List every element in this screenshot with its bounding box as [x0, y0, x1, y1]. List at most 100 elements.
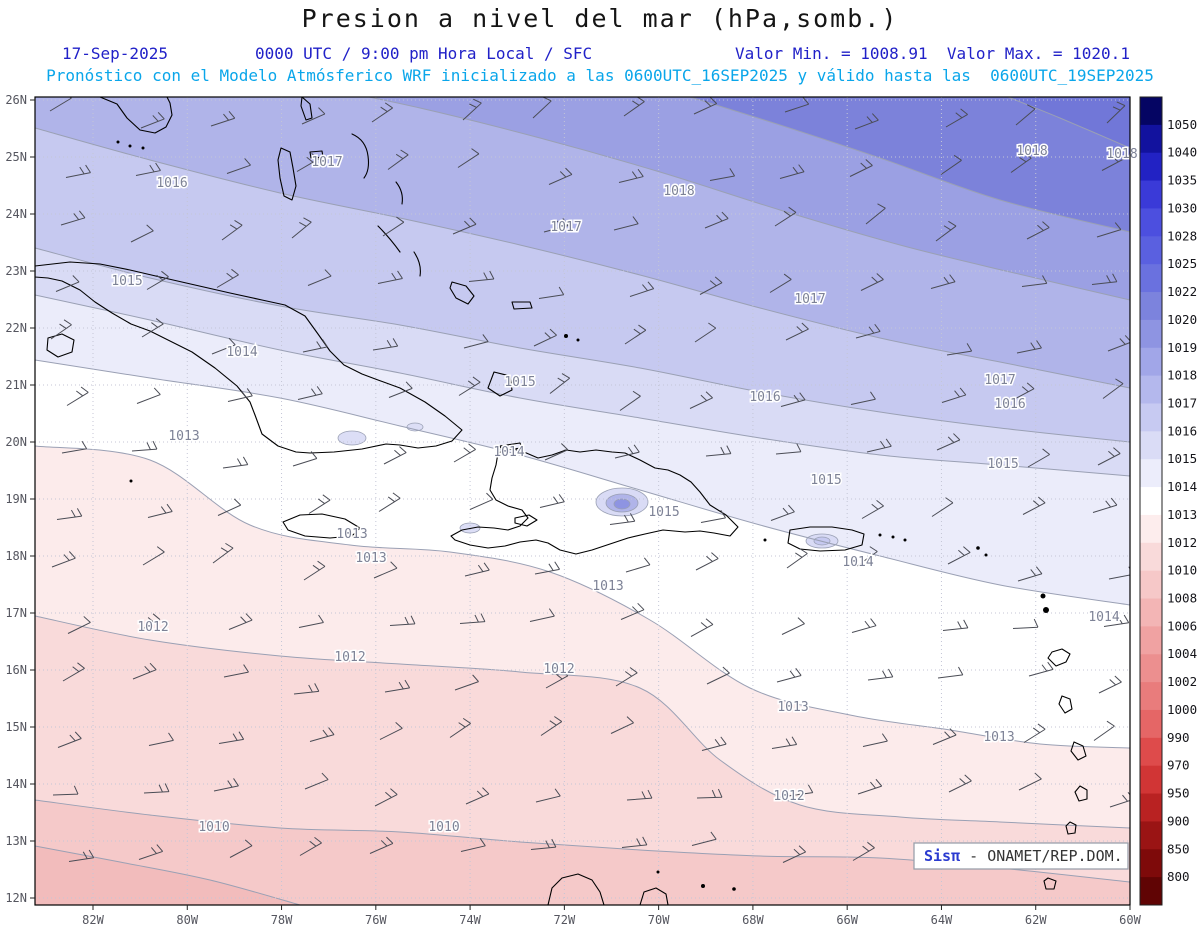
coastline-guadeloupe	[1047, 648, 1071, 667]
wind-barb	[619, 390, 641, 411]
colorbar-label: 1016	[1167, 423, 1197, 438]
wind-barb	[936, 433, 961, 451]
wind-barb	[217, 498, 242, 516]
wind-barb	[937, 666, 964, 679]
lon-label: 60W	[1119, 913, 1141, 927]
wind-barb	[776, 667, 802, 683]
wind-barb	[60, 210, 86, 226]
lat-label: 25N	[5, 150, 27, 164]
colorbar-segment	[1140, 180, 1162, 209]
island-keys	[128, 144, 132, 148]
wind-barb	[620, 602, 645, 620]
wind-barb	[1018, 772, 1042, 791]
coastline-guajira	[547, 873, 605, 905]
wind-barb	[931, 497, 954, 517]
island-virgin	[903, 538, 907, 542]
wind-barb	[213, 778, 239, 792]
colorbar-label: 1020	[1167, 312, 1197, 327]
wind-barb	[302, 339, 328, 353]
colorbar-segment	[1140, 765, 1162, 795]
coastline-st-vincent	[1065, 821, 1077, 835]
colorbar-segment	[1140, 849, 1162, 878]
wind-barb	[694, 322, 717, 343]
wind-barb	[55, 275, 80, 292]
island-st-barth	[984, 553, 988, 557]
wind-barb	[468, 270, 495, 282]
wind-barb	[1016, 340, 1042, 354]
wind-barb	[626, 789, 653, 801]
wind-barb	[143, 783, 170, 794]
colorbar-label: 1010	[1167, 563, 1197, 578]
isobar-line	[35, 247, 1130, 443]
colorbar-label: 1022	[1167, 284, 1197, 299]
colorbar-segment	[1140, 431, 1162, 460]
pressure-band	[690, 97, 1130, 232]
forecast-description: Pronóstico con el Modelo Atmósferico WRF…	[46, 66, 1154, 85]
wind-barb	[534, 561, 560, 575]
contour-label: 1017	[984, 373, 1015, 388]
island-keys	[141, 146, 145, 150]
contour-label: 1016	[994, 397, 1025, 412]
wind-barb	[774, 206, 797, 227]
wind-barb	[851, 618, 877, 633]
contour-label: 1014	[226, 345, 257, 360]
wind-barb	[861, 500, 884, 519]
wind-barb	[854, 113, 879, 130]
colorbar-segment	[1140, 654, 1162, 683]
contour-label: 1017	[550, 220, 581, 235]
wind-barb	[226, 158, 251, 174]
colorbar-label: 1050	[1167, 117, 1197, 132]
wind-barb	[610, 716, 634, 734]
wind-barb	[1098, 675, 1122, 694]
wind-barb	[229, 839, 253, 858]
wind-barb	[689, 391, 713, 409]
lat-label: 12N	[5, 891, 27, 905]
wind-barb	[65, 164, 91, 178]
wind-barb	[706, 666, 730, 685]
wind-barb	[691, 831, 717, 846]
contour-label: 1018	[1106, 147, 1137, 162]
wind-barb	[465, 787, 490, 805]
wind-barb	[704, 211, 729, 229]
lat-label: 18N	[5, 549, 27, 563]
brand-separator: -	[960, 847, 987, 865]
contour-label: 1013	[168, 429, 199, 444]
colorbar-label: 1015	[1167, 451, 1197, 466]
wind-barb	[141, 318, 164, 338]
island-cayman	[129, 479, 133, 483]
wind-barb	[540, 716, 563, 736]
coastline-cat-island	[395, 181, 403, 205]
coastline-mayaguana	[511, 301, 533, 310]
wind-barb	[383, 446, 407, 465]
island-antigua	[1043, 607, 1049, 613]
island-st-martin	[976, 546, 980, 550]
wind-barb	[463, 334, 489, 349]
wind-barb	[228, 613, 253, 630]
wind-barb	[544, 443, 569, 461]
wind-barb	[549, 373, 571, 394]
isobar-line	[35, 294, 1130, 477]
wind-barb	[780, 392, 806, 407]
min-max-values: Valor Min. = 1008.91 Valor Max. = 1020.1	[735, 44, 1130, 63]
wind-barb	[862, 733, 888, 747]
wind-barb	[135, 162, 161, 176]
wind-barb	[373, 561, 398, 579]
wind-barb	[469, 492, 494, 510]
wind-barb	[457, 148, 480, 168]
wind-barb	[210, 110, 236, 127]
island-antigua	[1040, 593, 1046, 599]
wind-barb	[618, 168, 644, 183]
contour-label: 1013	[983, 730, 1014, 745]
island-bonaire	[732, 887, 736, 891]
contour-label: 1012	[334, 650, 365, 665]
colorbar-segment	[1140, 375, 1162, 404]
wind-barb	[50, 319, 72, 340]
colorbar-label: 1040	[1167, 145, 1197, 160]
wind-barb	[459, 613, 486, 624]
wind-barb	[782, 845, 806, 863]
wind-barb	[696, 788, 723, 799]
wind-barb	[1011, 382, 1035, 401]
wind-barb	[1017, 566, 1043, 582]
contour-label: 1015	[810, 473, 841, 488]
lon-label: 64W	[931, 913, 953, 927]
